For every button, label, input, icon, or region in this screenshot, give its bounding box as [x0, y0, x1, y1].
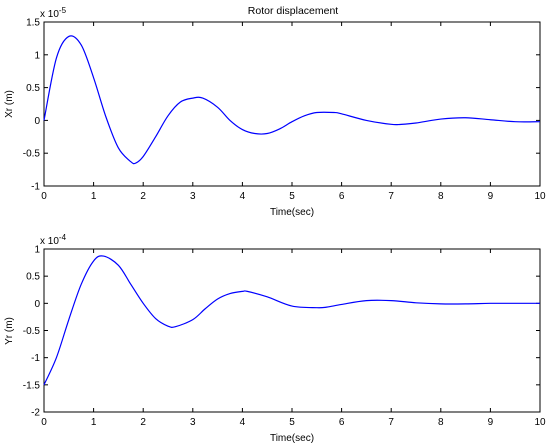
- x-tick-label: 3: [190, 417, 196, 428]
- x-tick-label: 7: [388, 417, 394, 428]
- x-tick-label: 9: [488, 191, 494, 202]
- x-tick-label: 8: [438, 417, 444, 428]
- x-tick-label: 0: [41, 417, 47, 428]
- x-tick-label: 2: [140, 417, 146, 428]
- y-tick-label: 1: [34, 50, 40, 61]
- x-tick-label: 5: [289, 417, 295, 428]
- y-tick-label: 0.5: [26, 83, 40, 94]
- y-tick-label: 1.5: [26, 18, 40, 29]
- y-tick-label: -0.5: [23, 326, 41, 337]
- y-tick-label: 0: [34, 116, 40, 127]
- y-multiplier: x 10-4: [40, 233, 67, 247]
- x-tick-label: 6: [339, 417, 345, 428]
- tick-group: 0 1 2 3 4 5 6 7 8 9 10 -1 -0.5 0 0.5 1 1.5: [23, 18, 546, 203]
- x-axis-label: Time(sec): [270, 207, 314, 218]
- y-tick-label: -0.5: [23, 149, 41, 160]
- y-tick-label: 0: [34, 299, 40, 310]
- x-tick-label: 5: [289, 191, 295, 202]
- xr-chart: Rotor displacement x 10-5 0 1 2 3 4 5 6 7 8 9 10-1…: [4, 5, 546, 218]
- series-line-xr: [43, 35, 541, 165]
- x-tick-label: 2: [140, 191, 146, 202]
- plot-frame: [43, 248, 541, 413]
- x-tick-label: 4: [240, 191, 246, 202]
- x-tick-label: 3: [190, 191, 196, 202]
- x-tick-label: 10: [534, 191, 546, 202]
- series-line-yr: [43, 255, 540, 386]
- x-tick-label: 1: [91, 191, 97, 202]
- y-axis-label: Yr (m): [4, 317, 15, 345]
- y-multiplier: x 10-5: [40, 6, 67, 20]
- y-tick-label: 0.5: [26, 272, 40, 283]
- y-tick-label: -2: [31, 408, 40, 419]
- chart-title: Rotor displacement: [248, 5, 339, 17]
- y-axis-label: Xr (m): [4, 90, 15, 118]
- y-tick-label: 1: [34, 245, 40, 256]
- x-tick-label: 1: [91, 417, 97, 428]
- y-tick-label: -1: [31, 182, 40, 193]
- x-tick-label: 6: [339, 191, 345, 202]
- y-tick-label: -1: [31, 353, 40, 364]
- plot-frame: [43, 21, 541, 187]
- y-tick-label: -1.5: [23, 380, 41, 391]
- tick-group: 0 1 2 3 4 5 6 7 8 9 10 -2 -1.5 -1 -0.5 0 0.5 1: [23, 245, 546, 429]
- x-tick-label: 9: [488, 417, 494, 428]
- x-tick-label: 10: [534, 417, 546, 428]
- x-tick-label: 4: [240, 417, 246, 428]
- x-tick-label: 8: [438, 191, 444, 202]
- x-tick-label: 7: [388, 191, 394, 202]
- x-tick-label: 0: [41, 191, 47, 202]
- yr-chart: x 10-4 0 1 2 3 4 5 6 7 8 9 10 -2 -1.5 -1 -0.5 0 0.5 1 Tim…: [4, 233, 546, 444]
- x-axis-label: Time(sec): [270, 433, 314, 444]
